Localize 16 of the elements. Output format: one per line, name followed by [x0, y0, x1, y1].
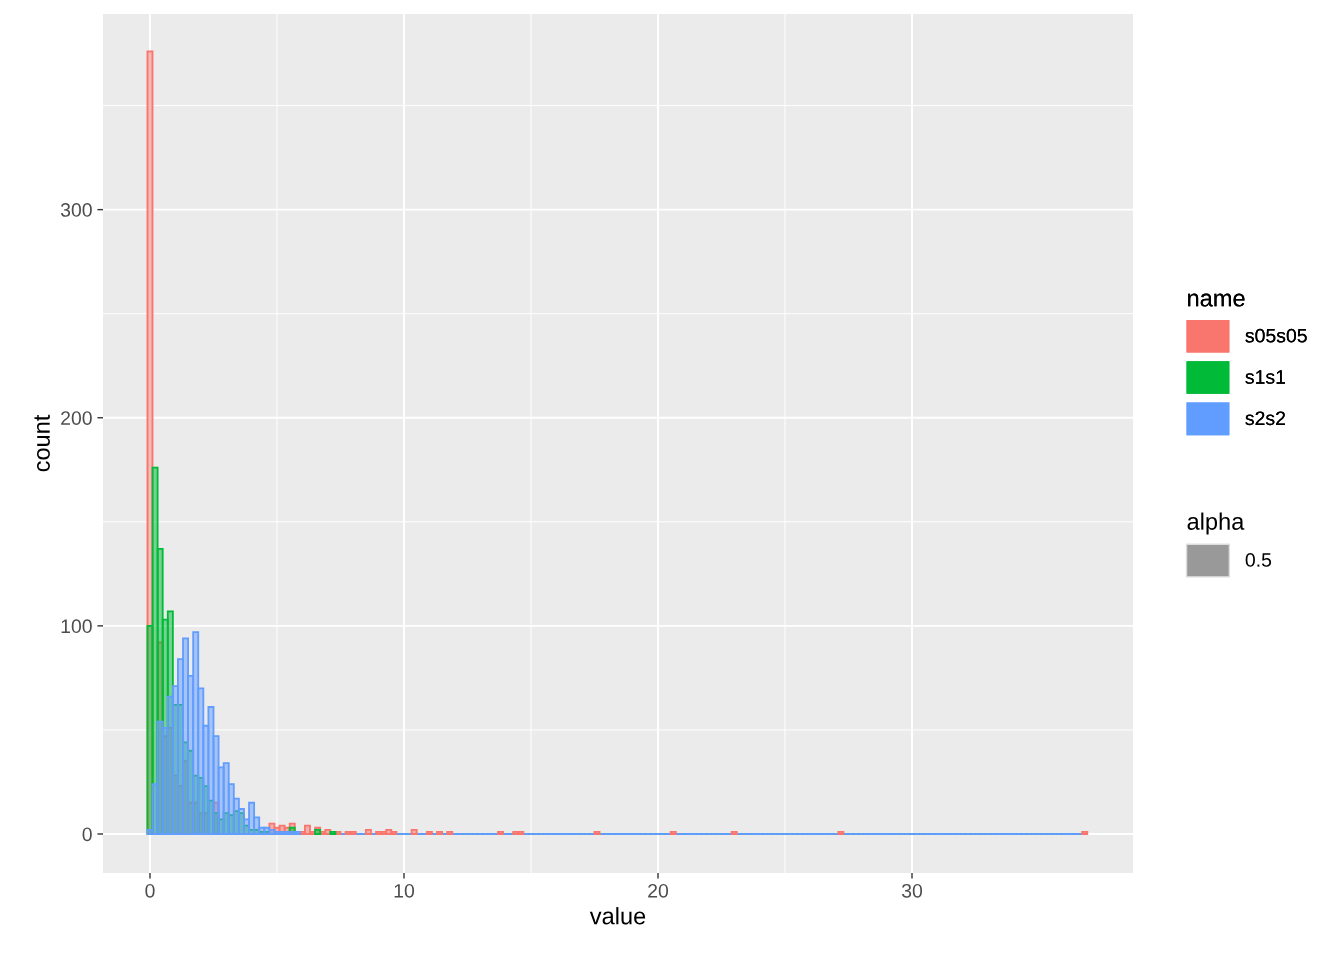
x-tick-label: 30: [901, 883, 923, 898]
text: alpha: [1187, 512, 1245, 535]
y-tick-label: 200: [61, 411, 92, 425]
y-axis-title: count: [34, 414, 50, 472]
legend-title: name: [1188, 293, 1245, 307]
legend-label: s05s05: [1245, 328, 1307, 343]
y-tick-label: 100: [61, 619, 92, 634]
x-tick-label: 10: [394, 883, 415, 898]
y-tick-label: 300: [60, 203, 92, 217]
legend-label: s1s1: [1245, 370, 1286, 384]
y-tick-label: 0: [82, 827, 92, 842]
x-axis-title: value: [589, 907, 646, 925]
x-tick-label: 0: [145, 883, 155, 898]
text: 0.5: [1245, 553, 1272, 567]
x-tick-label: 20: [648, 883, 669, 898]
legend-label: s2s2: [1245, 411, 1285, 426]
